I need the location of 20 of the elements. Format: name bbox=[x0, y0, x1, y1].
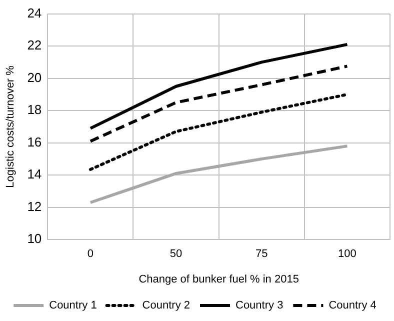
legend-label: Country 1 bbox=[49, 300, 97, 312]
y-tick-label: 16 bbox=[27, 134, 42, 150]
x-tick-label: 0 bbox=[87, 248, 94, 260]
legend-label: Country 3 bbox=[236, 300, 284, 312]
y-tick-label: 12 bbox=[27, 198, 42, 214]
legend-label: Country 2 bbox=[142, 300, 190, 312]
line-series bbox=[88, 64, 349, 143]
line-series bbox=[88, 92, 349, 171]
x-tick-label: 100 bbox=[338, 248, 356, 260]
y-tick-label: 20 bbox=[27, 70, 42, 85]
legend-label: Country 4 bbox=[328, 300, 376, 312]
y-tick-label: 18 bbox=[27, 102, 42, 118]
y-axis-title: Logistic costs/turnover % bbox=[4, 65, 17, 188]
y-tick-label: 14 bbox=[27, 166, 42, 182]
y-tick-label: 10 bbox=[27, 231, 42, 246]
x-tick-label: 50 bbox=[170, 248, 182, 260]
x-tick-label: 75 bbox=[255, 248, 268, 260]
y-tick-label: 24 bbox=[27, 5, 42, 20]
x-axis-title: Change of bunker fuel % in 2015 bbox=[138, 273, 299, 286]
y-tick-label: 22 bbox=[27, 38, 42, 53]
